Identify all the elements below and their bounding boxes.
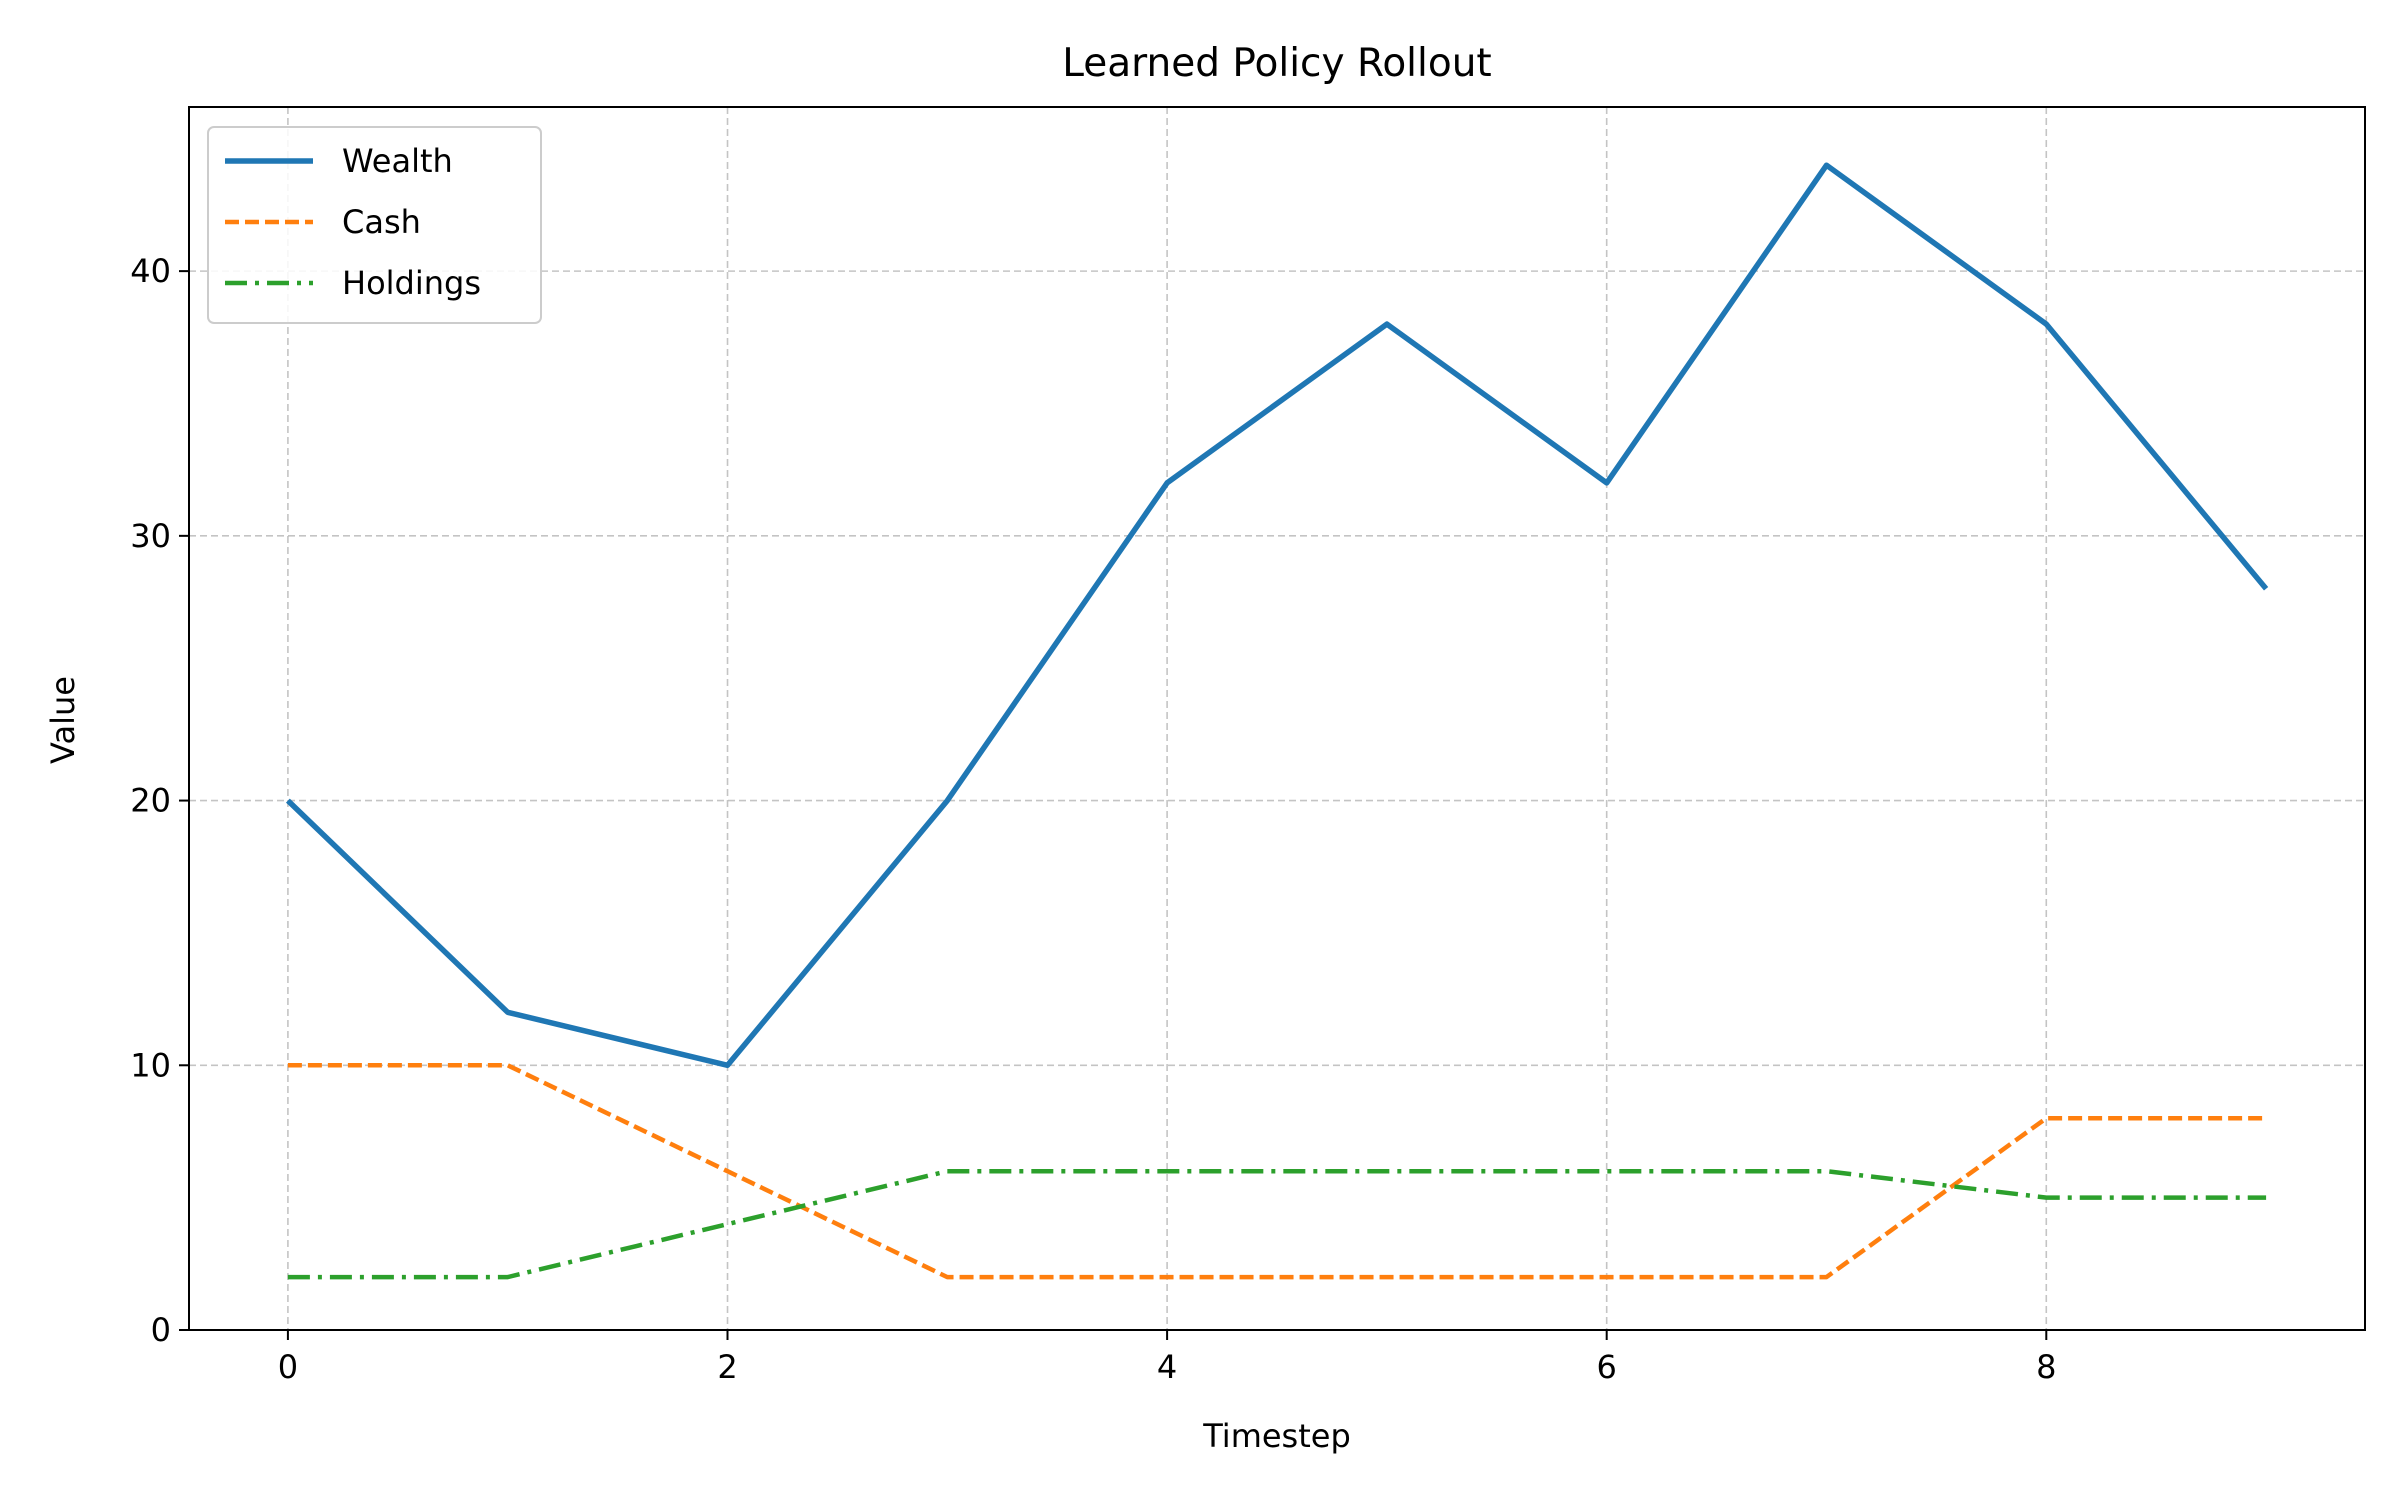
x-tick-label: 6 [1597,1348,1617,1386]
x-tick-label: 2 [717,1348,737,1386]
y-tick-label: 40 [130,252,171,290]
y-axis-label: Value [44,676,82,764]
plot-frame [188,106,2366,1331]
x-tick-label: 4 [1157,1348,1177,1386]
chart-title: Learned Policy Rollout [1062,41,1491,86]
series-lines [285,162,2269,1280]
y-tick-label: 10 [130,1046,171,1084]
y-tick-label: 0 [151,1311,171,1349]
x-tick-label: 0 [278,1348,298,1386]
legend-label-cash: Cash [342,203,421,241]
y-tick-label: 30 [130,517,171,555]
x-tick-label: 8 [2036,1348,2056,1386]
legend-box [207,126,542,324]
legend-label-holdings: Holdings [342,264,481,302]
axis-ticks: 0 2 4 6 8 0 10 20 30 40 [130,252,2056,1386]
y-tick-label: 20 [130,782,171,820]
legend: Wealth Cash Holdings [207,126,542,324]
series-line-cash [287,1063,2267,1280]
legend-label-wealth: Wealth [342,142,453,180]
series-line-holdings [287,1168,2267,1280]
x-axis-label: Timestep [1202,1417,1351,1455]
series-line-wealth [285,162,2269,1069]
